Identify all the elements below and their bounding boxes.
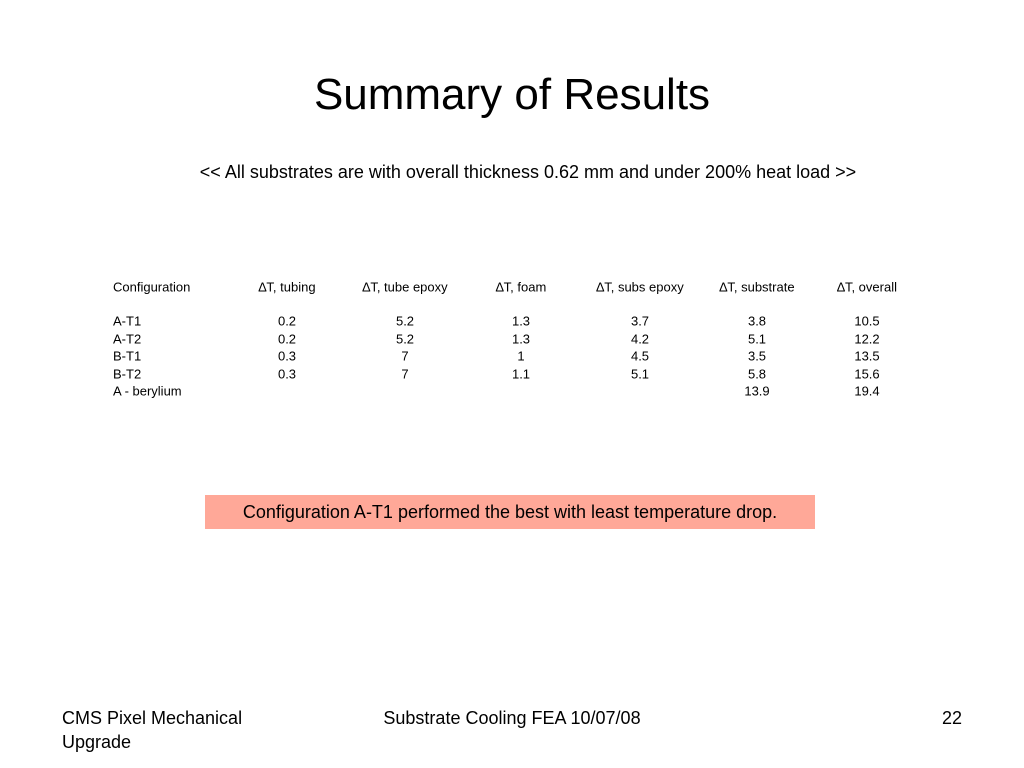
slide-title: Summary of Results — [313, 70, 711, 119]
row-label: B-T1 — [113, 348, 142, 364]
table-cell: 0.3 — [277, 348, 297, 364]
table-cell: 3.5 — [747, 348, 767, 364]
table-cell: 3.7 — [630, 313, 650, 329]
footer-center: Substrate Cooling FEA 10/07/08 — [383, 708, 641, 728]
column-header: ∆T, tube epoxy — [362, 279, 448, 295]
subtitle: << All substrates are with overall thick… — [199, 162, 857, 182]
table-cell: 5.2 — [395, 313, 415, 329]
table-cell: 13.9 — [744, 383, 770, 399]
table-cell: 0.2 — [277, 331, 297, 347]
table-cell: 7 — [401, 348, 409, 364]
column-header: ∆T, subs epoxy — [596, 279, 684, 295]
table-cell: 15.6 — [854, 366, 880, 382]
table-cell: 7 — [401, 366, 409, 382]
table-cell: 1.3 — [511, 313, 531, 329]
table-cell: 3.8 — [747, 313, 767, 329]
page-number: 22 — [941, 708, 962, 728]
note-box: Configuration A-T1 performed the best wi… — [205, 495, 815, 529]
table-cell: 4.5 — [630, 348, 650, 364]
table-cell: 19.4 — [854, 383, 880, 399]
table-cell: 5.2 — [395, 331, 415, 347]
column-header: ∆T, overall — [837, 279, 897, 295]
table-cell: 5.8 — [747, 366, 767, 382]
row-label: A-T1 — [113, 313, 142, 329]
column-header: ∆T, foam — [495, 279, 547, 295]
table-cell: 1 — [517, 348, 525, 364]
row-label: A-T2 — [113, 331, 142, 347]
table-cell: 0.3 — [277, 366, 297, 382]
row-label: A - berylium — [113, 383, 182, 399]
column-header: ∆T, tubing — [258, 279, 316, 295]
row-label: B-T2 — [113, 366, 142, 382]
table-cell: 4.2 — [630, 331, 650, 347]
table-cell: 0.2 — [277, 313, 297, 329]
footer-left: CMS Pixel Mechanical Upgrade — [62, 708, 243, 752]
table-cell: 10.5 — [854, 313, 880, 329]
table-cell: 5.1 — [630, 366, 650, 382]
column-header: Configuration — [113, 279, 191, 295]
table-cell: 1.1 — [511, 366, 531, 382]
table-cell: 1.3 — [511, 331, 531, 347]
column-header: ∆T, substrate — [719, 279, 795, 295]
table-cell: 12.2 — [854, 331, 880, 347]
table-cell: 13.5 — [854, 348, 880, 364]
table-cell: 5.1 — [747, 331, 767, 347]
